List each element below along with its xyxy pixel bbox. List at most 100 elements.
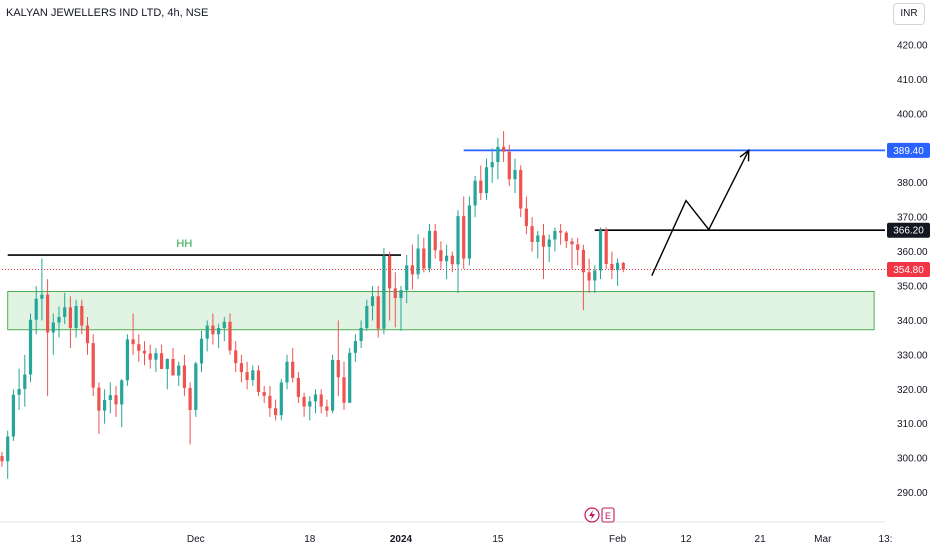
candle	[416, 234, 420, 280]
candle	[28, 313, 33, 383]
candle	[125, 334, 129, 386]
candle	[616, 258, 620, 287]
candle	[302, 392, 306, 417]
candle-body	[11, 394, 15, 437]
candle	[165, 358, 169, 390]
candle	[171, 347, 175, 376]
candle	[450, 251, 454, 273]
candle-body	[422, 248, 426, 269]
candle-body	[262, 392, 266, 396]
candle-body	[484, 167, 489, 194]
candle	[479, 165, 483, 200]
candle-body	[274, 408, 278, 416]
candle	[581, 244, 585, 311]
candle-body	[148, 353, 152, 360]
candle-body	[507, 151, 511, 180]
candle	[564, 230, 568, 249]
candle-body	[547, 239, 551, 247]
candle-body	[530, 226, 534, 242]
candle-body	[462, 216, 466, 259]
candle-body	[610, 263, 614, 271]
candle	[598, 227, 603, 280]
candle-body	[217, 328, 221, 335]
candle-body	[57, 316, 61, 323]
x-tick-label: 15	[492, 534, 504, 545]
candle-body	[433, 230, 437, 251]
candle-body	[353, 341, 357, 353]
candle-body	[251, 370, 255, 381]
candle-body	[376, 296, 380, 329]
level-price-tag: 366.20	[887, 222, 930, 238]
candle-body	[222, 321, 226, 329]
candle-body	[137, 344, 141, 351]
candle	[108, 382, 112, 414]
candle	[365, 299, 369, 331]
support-zone-layer	[7, 291, 875, 331]
candle	[456, 210, 460, 293]
candle-body	[308, 401, 312, 407]
candle	[359, 320, 363, 348]
lightning-icon[interactable]	[584, 507, 600, 528]
candle-body	[604, 230, 608, 264]
candle-body	[268, 395, 272, 409]
candle	[490, 148, 494, 183]
candle-body	[291, 361, 295, 378]
candle	[513, 158, 517, 194]
candle-body	[46, 294, 50, 333]
candle	[40, 258, 44, 321]
candle-body	[410, 265, 414, 275]
candle	[336, 320, 340, 397]
candle-body	[581, 249, 585, 273]
time-axis[interactable]: 13 Dec 18 2024 15 Feb 12 21 Mar 13:	[0, 521, 892, 545]
candle-body	[199, 338, 204, 364]
candle-body	[576, 244, 580, 250]
candle-body	[348, 352, 352, 403]
price-tag-box	[887, 222, 930, 238]
candle-body	[593, 270, 597, 281]
candle	[131, 313, 135, 355]
candle-body	[91, 343, 95, 388]
candle	[97, 382, 101, 435]
candle-body	[97, 387, 101, 411]
candle	[410, 244, 414, 290]
candles-layer	[0, 131, 625, 479]
economic-events-icon[interactable]: E	[601, 507, 615, 528]
candle-body	[541, 235, 546, 247]
candle	[291, 347, 295, 383]
candle	[194, 361, 198, 417]
price-tag-box	[887, 142, 930, 158]
candle	[439, 241, 443, 269]
y-tick-label: 370.00	[897, 213, 928, 224]
candle-body	[598, 230, 603, 271]
candle-body	[325, 406, 329, 411]
candle	[274, 399, 278, 421]
candle	[85, 316, 90, 355]
candle-body	[553, 230, 557, 240]
candle-body	[63, 307, 67, 317]
currency-button[interactable]: INR	[893, 3, 925, 25]
candle	[484, 158, 489, 200]
candle	[285, 354, 289, 390]
candle	[388, 251, 392, 321]
candle	[211, 313, 215, 345]
candle	[433, 224, 437, 259]
x-tick-label: 2024	[390, 534, 413, 545]
candle-body	[513, 169, 517, 180]
candle-body	[103, 399, 107, 411]
y-tick-label: 380.00	[897, 178, 928, 189]
drawing-layer: HH	[2, 148, 885, 276]
candle-body	[68, 307, 72, 329]
candle	[530, 217, 534, 252]
candle-body	[125, 339, 129, 381]
candle	[331, 354, 335, 414]
economic-events-glyph: E	[605, 511, 611, 521]
candle-body	[80, 305, 84, 326]
candle-body	[519, 169, 523, 209]
price-tags-layer: 389.40 366.20 354.80	[887, 142, 930, 277]
projection-path	[651, 150, 750, 276]
candle-body	[313, 394, 318, 402]
candle	[553, 227, 557, 252]
candle	[46, 279, 50, 397]
y-tick-label: 410.00	[897, 75, 928, 86]
